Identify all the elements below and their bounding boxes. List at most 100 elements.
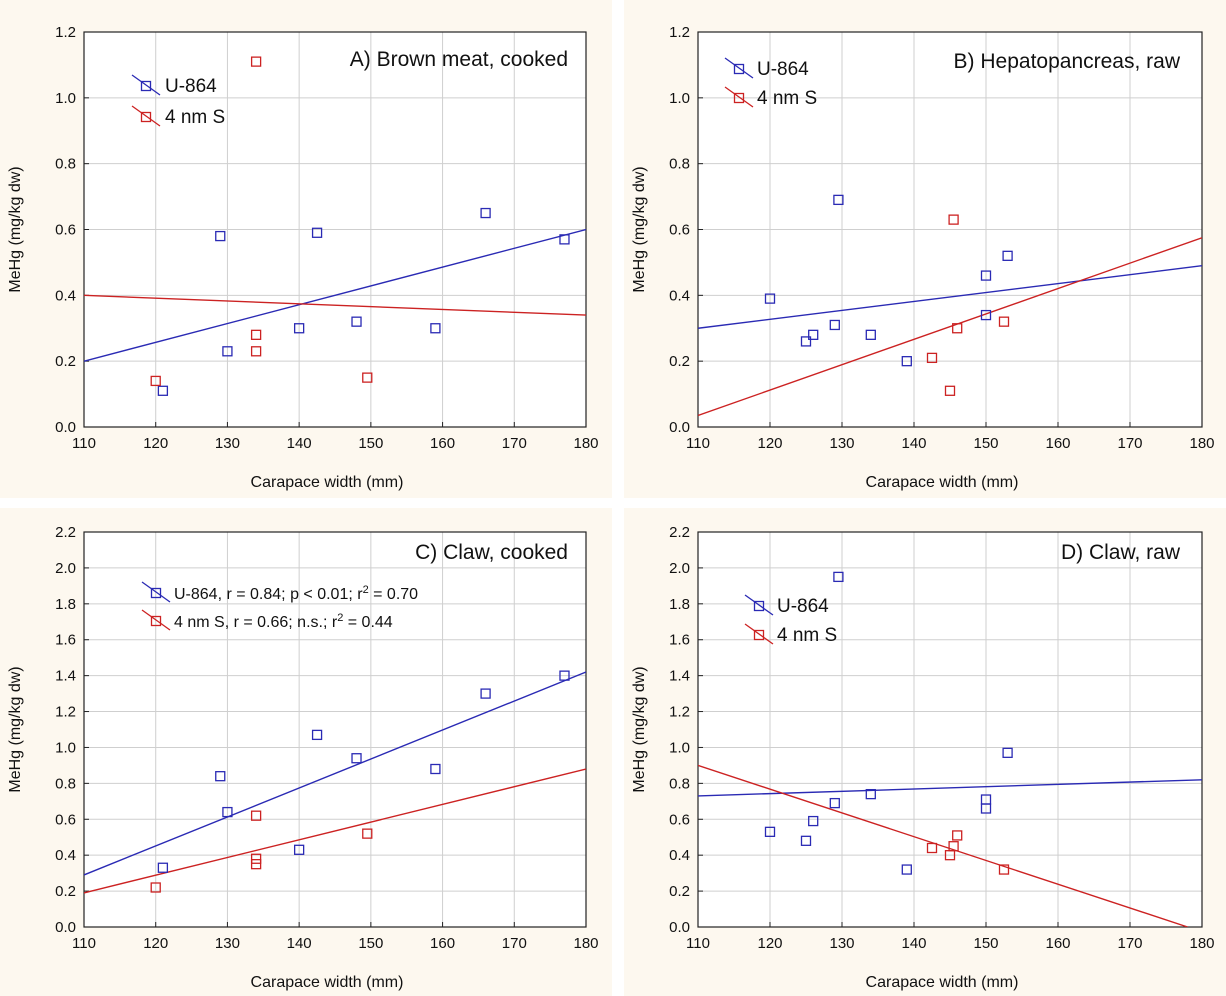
y-tick-label: 2.0 — [669, 560, 690, 577]
y-tick-label: 0.2 — [669, 353, 690, 370]
legend-marker-swatch — [733, 92, 745, 104]
y-tick-label: 1.0 — [55, 739, 76, 756]
legend-stats-superscript: 2 — [363, 584, 369, 596]
legend-stats: , r = 0.66; n.s.; r — [225, 614, 338, 631]
chart-panel-3: 110 120 130 140 150 160 170 180 0.0 0.2 0.4 0.6 0.8 1… — [0, 508, 612, 996]
data-point-u864 — [215, 230, 226, 242]
x-tick-label: 120 — [143, 935, 168, 952]
data-point-u864 — [833, 571, 844, 583]
x-tick-label: 180 — [573, 435, 598, 452]
x-axis-title: Carapace width (mm) — [251, 474, 404, 491]
data-point-u864 — [980, 309, 992, 321]
legend-entry-4nms: 4 nm S — [724, 86, 817, 109]
data-point-u864 — [833, 194, 844, 206]
y-tick-label: 0.6 — [55, 222, 76, 239]
regression-line-u864 — [84, 228, 586, 362]
chart-panel-1: 110 120 130 140 150 160 170 180 0.0 0.2 0.4 0.6 0.8 1… — [0, 0, 612, 498]
y-tick-label: 0.6 — [55, 811, 76, 828]
legend-entry-4nms: 4 nm S — [744, 623, 837, 646]
data-point-u864 — [311, 227, 323, 238]
x-tick-label: 110 — [686, 435, 710, 452]
legend-label: 4 nm S, r = 0.66; n.s.; r2 = 0.44 — [174, 612, 393, 631]
y-axis-title: MeHg (mg/kg dw) — [7, 166, 24, 292]
legend-series-name: U-864 — [165, 76, 217, 97]
x-tick-label: 140 — [287, 935, 312, 952]
legend-label: U-864 — [165, 76, 217, 97]
legend-line-swatch — [141, 581, 171, 603]
legend-marker-swatch — [140, 80, 152, 92]
y-tick-label: 0.6 — [669, 811, 690, 828]
y-axis-title: MeHg (mg/kg dw) — [7, 666, 24, 792]
legend-entry-u864: U-864 — [744, 594, 829, 617]
plot-frame — [83, 531, 587, 928]
plot-area — [698, 532, 1202, 927]
legend-label: 4 nm S — [777, 625, 837, 646]
data-point-4nms — [362, 372, 373, 383]
y-tick-label: 2.0 — [55, 560, 76, 577]
data-point-4nms — [250, 853, 262, 864]
legend-series-name: U-864 — [757, 59, 809, 80]
x-axis-title: Carapace width (mm) — [251, 974, 404, 991]
data-point-u864 — [430, 763, 441, 775]
legend-entry-4nms: 4 nm S — [131, 105, 225, 128]
y-tick-label: 0.4 — [669, 847, 690, 864]
data-point-u864 — [901, 356, 912, 367]
y-tick-label: 1.4 — [669, 668, 690, 685]
x-tick-label: 180 — [1189, 935, 1214, 952]
legend-marker-swatch — [140, 111, 152, 123]
panel-title: A) Brown meat, cooked — [350, 48, 568, 71]
legend-line-swatch — [724, 86, 754, 108]
legend-label: 4 nm S — [757, 88, 817, 109]
legend-label: U-864, r = 0.84; p < 0.01; r2 = 0.70 — [174, 584, 418, 603]
data-point-u864 — [1002, 747, 1013, 758]
data-point-4nms — [250, 810, 262, 821]
y-axis-title: MeHg (mg/kg dw) — [631, 166, 648, 292]
x-tick-label: 160 — [1045, 435, 1070, 452]
data-point-4nms — [948, 214, 959, 225]
data-point-u864 — [764, 826, 776, 837]
x-tick-label: 120 — [143, 435, 168, 452]
data-point-4nms — [948, 841, 959, 852]
x-tick-label: 180 — [573, 935, 598, 952]
y-tick-label: 1.6 — [669, 632, 690, 649]
legend-label: U-864 — [757, 59, 809, 80]
y-tick-label: 0.4 — [55, 847, 76, 864]
data-point-u864 — [293, 844, 305, 855]
y-tick-label: 0.4 — [669, 287, 690, 304]
legend-entry-4nms: 4 nm S, r = 0.66; n.s.; r2 = 0.44 — [141, 609, 393, 631]
x-tick-label: 170 — [1117, 935, 1142, 952]
chart-panel-2: 110 120 130 140 150 160 170 180 0.0 0.2 0.4 0.6 0.8 1… — [624, 0, 1226, 498]
legend-series-name: 4 nm S — [757, 88, 817, 109]
x-tick-label: 150 — [973, 435, 998, 452]
y-tick-label: 0.2 — [669, 883, 690, 900]
y-tick-label: 1.2 — [669, 24, 690, 41]
x-tick-label: 130 — [215, 435, 240, 452]
legend-entry-u864: U-864 — [724, 57, 809, 80]
y-tick-label: 2.2 — [55, 524, 76, 541]
data-point-u864 — [480, 207, 491, 219]
y-tick-label: 1.2 — [669, 704, 690, 721]
data-point-u864 — [808, 815, 819, 827]
x-tick-label: 140 — [901, 435, 926, 452]
y-tick-label: 1.8 — [669, 596, 690, 613]
y-tick-label: 0.0 — [669, 919, 690, 936]
x-tick-label: 150 — [358, 935, 383, 952]
chart-panel-4: 110 120 130 140 150 160 170 180 0.0 0.2 0.4 0.6 0.8 1… — [624, 508, 1226, 996]
regression-line-4nms — [84, 294, 586, 316]
x-axis-title: Carapace width (mm) — [866, 474, 1019, 491]
panel-title: D) Claw, raw — [1061, 541, 1181, 564]
data-point-4nms — [362, 828, 373, 839]
legend-line-swatch — [744, 594, 774, 616]
y-tick-label: 1.0 — [669, 739, 690, 756]
x-tick-label: 160 — [430, 935, 455, 952]
data-point-u864 — [808, 329, 819, 340]
legend-line-swatch — [131, 74, 161, 96]
y-axis-title: MeHg (mg/kg dw) — [631, 666, 648, 792]
y-tick-label: 1.4 — [55, 668, 76, 685]
y-tick-label: 1.6 — [55, 632, 76, 649]
x-tick-label: 150 — [358, 435, 383, 452]
data-point-u864 — [865, 329, 876, 340]
data-point-u864 — [800, 336, 812, 347]
x-tick-label: 130 — [829, 435, 854, 452]
